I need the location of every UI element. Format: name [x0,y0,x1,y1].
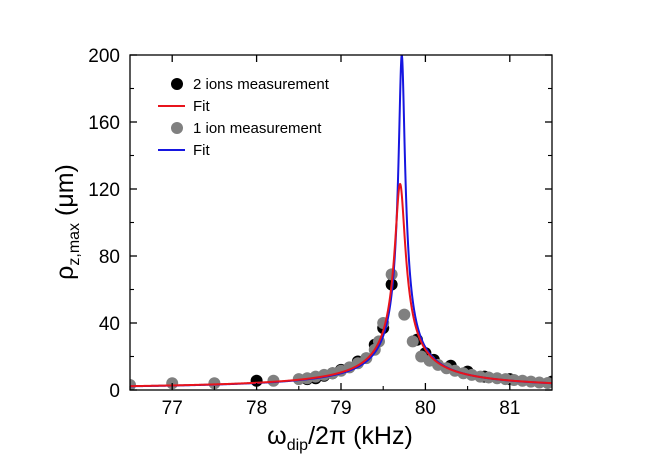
fit-line-red [130,182,552,388]
legend-label-red-fit: Fit [193,98,210,115]
marker-1-ion [406,335,419,348]
x-axis-title: ωdip/2π (kHz) [267,422,413,454]
fit-lines [130,55,552,388]
legend-marker-2-ions [171,78,183,90]
x-tick-label: 77 [162,398,183,419]
legend-label-1-ion: 1 ion measurement [193,120,322,137]
legend-label-blue-fit: Fit [193,142,210,159]
y-tick-label: 200 [88,46,120,67]
marker-1-ion [398,308,411,321]
y-tick-label: 80 [99,247,120,268]
legend: 2 ions measurement Fit 1 ion measurement… [158,76,330,159]
marker-1-ion [130,378,136,390]
plot-area [130,55,552,390]
x-tick-label: 81 [499,398,520,419]
legend-marker-1-ion [171,122,183,134]
y-tick-label: 160 [88,113,120,134]
legend-label-2-ions: 2 ions measurement [193,76,330,93]
x-tick-label: 80 [415,398,436,419]
y-tick-label: 0 [109,381,120,402]
y-tick-label: 120 [88,180,120,201]
axes: 77 78 79 80 81 0 40 80 120 160 200 [88,46,552,419]
y-axis-title: ρz,max (μm) [51,164,83,280]
y-tick-label: 40 [99,314,120,335]
marker-1-ion [208,377,221,390]
x-tick-label: 79 [330,398,351,419]
x-tick-label: 78 [246,398,267,419]
